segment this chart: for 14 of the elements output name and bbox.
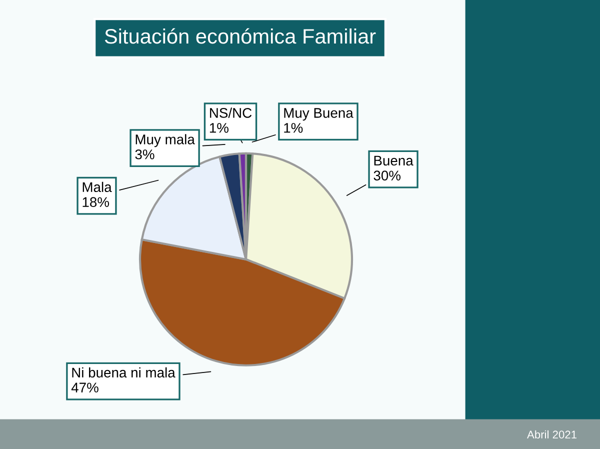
slice-label: Muy mala bbox=[136, 134, 195, 148]
data-label: 30% bbox=[374, 170, 400, 181]
data-label: 1% bbox=[284, 123, 303, 133]
data-label: 18% bbox=[82, 197, 110, 207]
slice-label: Buena bbox=[374, 156, 414, 166]
chart-title: Situación económica Familiar bbox=[104, 28, 376, 44]
data-label: 47% bbox=[71, 382, 98, 392]
text: Abril 2021 bbox=[527, 430, 576, 439]
data-label: 1% bbox=[210, 123, 228, 133]
data-label: 3% bbox=[135, 149, 154, 160]
slice-label: NS/NC bbox=[210, 108, 252, 118]
slice-label: Muy Buena bbox=[284, 108, 354, 121]
slice-label: Mala bbox=[82, 182, 112, 192]
slice-label: Ni buena ni mala bbox=[72, 367, 176, 378]
